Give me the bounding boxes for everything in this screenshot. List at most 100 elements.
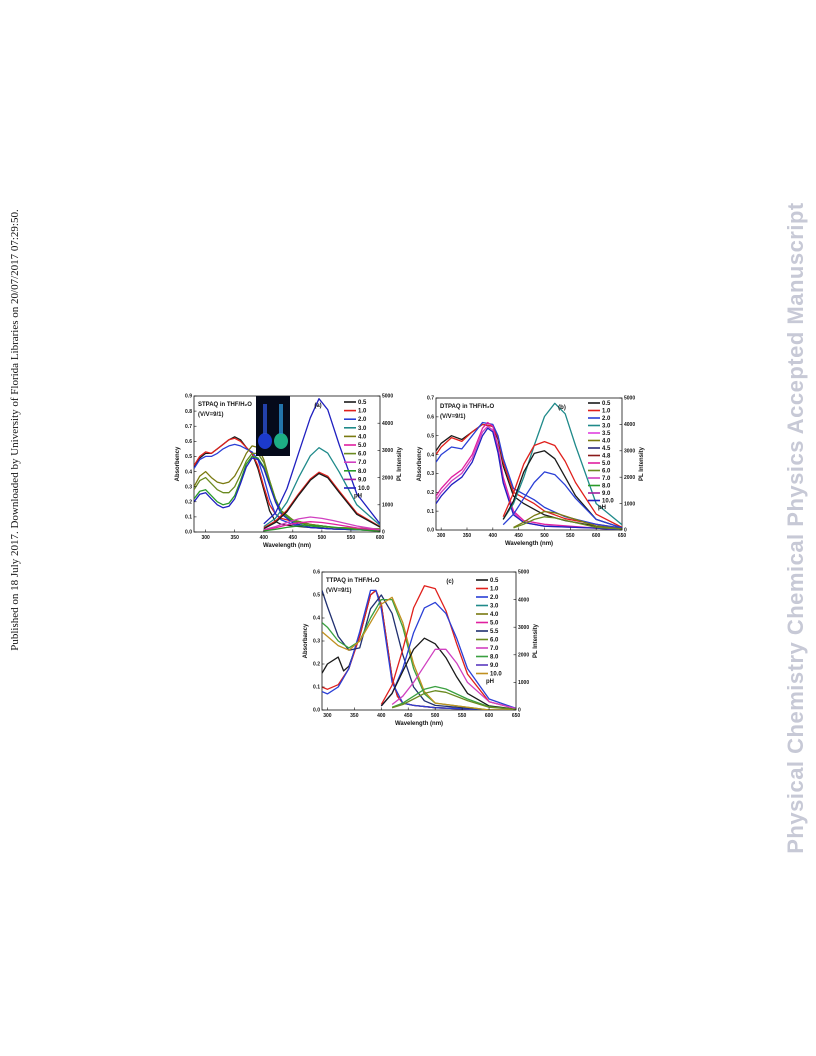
x-tick-label: 600: [485, 713, 494, 719]
legend-label-ph-5.0: 5.0: [602, 461, 611, 467]
legend-label-ph-0.5: 0.5: [602, 401, 611, 407]
legend-label-ph-4.0: 4.0: [602, 439, 611, 445]
absorbance-line-ph-5.5: [322, 590, 516, 710]
legend-label-ph-4.0: 4.0: [490, 612, 499, 618]
x-tick-label: 350: [231, 535, 240, 541]
legend-label-ph-4.8: 4.8: [602, 454, 611, 460]
legend-label-ph-5.0: 5.0: [490, 621, 499, 627]
y-left-tick-label: 0.3: [427, 471, 434, 477]
y-left-tick-label: 0.7: [427, 396, 434, 402]
y-right-tick-label: 5000: [518, 570, 529, 576]
legend-label-ph-2.0: 2.0: [602, 416, 611, 422]
x-tick-label: 400: [377, 713, 386, 719]
legend-label-ph-6.0: 6.0: [358, 452, 367, 458]
legend-label-ph-0.5: 0.5: [490, 578, 499, 584]
legend-label-ph-7.0: 7.0: [358, 460, 367, 466]
y-left-tick-label: 0.7: [185, 424, 192, 430]
x-tick-label: 600: [376, 535, 385, 541]
y-right-tick-label: 2000: [518, 653, 529, 659]
chart-subtitle: (V/V=9/1): [198, 412, 224, 418]
inset-flask-neck: [263, 404, 267, 434]
chart-subtitle: (V/V=9/1): [326, 588, 352, 594]
y-right-tick-label: 2000: [382, 475, 393, 481]
x-tick-label: 600: [592, 533, 601, 539]
pl-line-ph-6.0: [513, 516, 622, 530]
y-right-tick-label: 3000: [624, 449, 635, 455]
y-left-tick-label: 0.6: [313, 570, 320, 576]
pl-line-ph-0.5: [263, 472, 380, 530]
pl-line-ph-7.0: [263, 516, 380, 531]
x-axis-label: Wavelength (nm): [505, 541, 553, 547]
legend-label-ph-5.0: 5.0: [358, 443, 367, 449]
pl-line-ph-0.5: [502, 450, 622, 529]
y-left-tick-label: 0.9: [185, 394, 192, 400]
y-right-tick-label: 1000: [382, 503, 393, 509]
x-tick-label: 450: [289, 535, 298, 541]
absorbance-line-ph-6.0: [194, 452, 380, 530]
chart-title: TTPAQ in THF/H₂O: [326, 578, 380, 584]
y-left-tick-label: 0.8: [185, 409, 192, 415]
legend-label-ph-3.5: 3.5: [602, 431, 611, 437]
pl-line-ph-1.0: [380, 585, 516, 710]
legend-title: pH: [486, 679, 494, 685]
x-tick-label: 300: [323, 713, 332, 719]
journal-watermark: Physical Chemistry Chemical Physics Acce…: [776, 0, 816, 1056]
panel-label: (c): [446, 579, 453, 585]
x-tick-label: 650: [512, 713, 521, 719]
plot-series-group: [194, 398, 380, 532]
inset-flask-blue: [258, 433, 272, 449]
legend-title: pH: [354, 494, 362, 500]
legend-title: pH: [598, 505, 606, 511]
y-left-tick-label: 0.0: [185, 530, 192, 536]
y-left-tick-label: 0.1: [313, 685, 320, 691]
y-left-tick-label: 0.4: [185, 469, 192, 475]
legend-label-ph-2.0: 2.0: [358, 417, 367, 423]
x-tick-label: 300: [437, 533, 446, 539]
pl-line-ph-7.0: [391, 648, 516, 710]
pl-line-ph-6.0: [391, 690, 516, 710]
pl-line-ph-0.5: [380, 637, 516, 710]
legend-label-ph-10.0: 10.0: [602, 499, 614, 505]
y-left-tick-label: 0.1: [427, 509, 434, 515]
x-tick-label: 500: [318, 535, 327, 541]
x-tick-label: 450: [404, 713, 413, 719]
y-right-axis-label: PL Intensity: [397, 446, 403, 481]
chart-title: STPAQ in THF/H₂O: [198, 402, 252, 408]
y-right-tick-label: 3000: [382, 448, 393, 454]
y-right-tick-label: 4000: [624, 422, 635, 428]
y-left-tick-label: 0.5: [185, 454, 192, 460]
y-left-tick-label: 0.4: [427, 452, 434, 458]
y-left-tick-label: 0.3: [313, 639, 320, 645]
x-tick-label: 300: [201, 535, 210, 541]
legend-label-ph-8.0: 8.0: [358, 469, 367, 475]
y-left-axis-label: Absorbency: [175, 446, 181, 481]
x-tick-label: 550: [347, 535, 356, 541]
chart-title: DTPAQ in THF/H₂O: [440, 404, 495, 410]
y-left-tick-label: 0.6: [427, 415, 434, 421]
legend-label-ph-1.0: 1.0: [490, 587, 499, 593]
y-left-tick-label: 0.4: [313, 616, 320, 622]
x-tick-label: 550: [458, 713, 467, 719]
publication-note: Published on 18 July 2017. Downloaded by…: [0, 0, 30, 1056]
absorbance-line-ph-2.0: [436, 421, 622, 529]
pl-line-ph-3.0: [502, 402, 622, 526]
legend-label-ph-7.0: 7.0: [602, 476, 611, 482]
pl-line-ph-10.0: [263, 398, 380, 525]
legend-label-ph-3.0: 3.0: [490, 604, 499, 610]
legend-label-ph-1.0: 1.0: [602, 409, 611, 415]
plot-series-group: [436, 402, 622, 530]
chart-panel-b: 300 350 400 450 500 550 600 650 0.0 0.1 0.2 0.3 0.4 0…: [417, 396, 645, 547]
y-right-tick-label: 5000: [624, 396, 635, 402]
journal-watermark-text: Physical Chemistry Chemical Physics Acce…: [783, 202, 808, 854]
inset-flask-green: [274, 433, 288, 449]
y-left-tick-label: 0.3: [185, 484, 192, 490]
y-right-tick-label: 4000: [382, 421, 393, 427]
x-tick-label: 650: [618, 533, 627, 539]
legend-label-ph-9.0: 9.0: [602, 491, 611, 497]
legend-label-ph-0.5: 0.5: [358, 400, 367, 406]
y-left-tick-label: 0.0: [427, 528, 434, 534]
x-axis-label: Wavelength (nm): [395, 721, 443, 727]
panel-label: (a): [314, 403, 321, 409]
y-right-axis-label: PL Intensity: [639, 446, 645, 481]
pl-line-ph-4.0: [513, 510, 622, 530]
